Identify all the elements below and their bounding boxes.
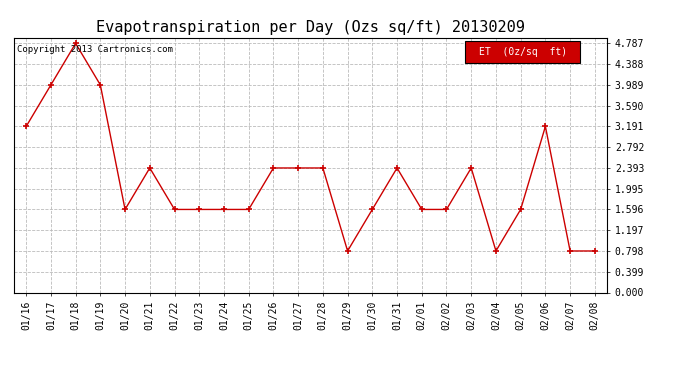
Text: ET  (0z/sq  ft): ET (0z/sq ft) <box>479 47 566 57</box>
Title: Evapotranspiration per Day (Ozs sq/ft) 20130209: Evapotranspiration per Day (Ozs sq/ft) 2… <box>96 20 525 35</box>
Text: Copyright 2013 Cartronics.com: Copyright 2013 Cartronics.com <box>17 45 172 54</box>
FancyBboxPatch shape <box>465 41 580 63</box>
